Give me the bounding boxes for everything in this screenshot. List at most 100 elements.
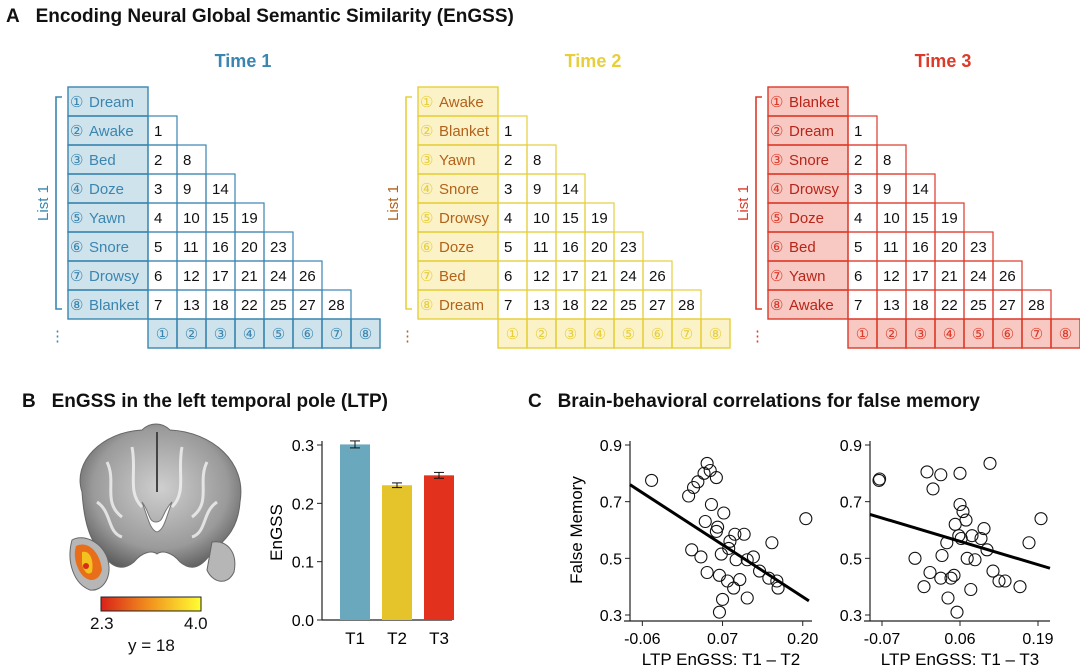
data-point [950, 605, 964, 619]
matrix-value: 6 [854, 268, 862, 285]
index-label: ① [506, 326, 519, 343]
y-tick-label: 0.0 [292, 613, 314, 630]
matrix-value: 10 [533, 210, 550, 227]
data-point [645, 473, 659, 487]
bar-t1 [340, 444, 370, 620]
y-axis-label: EnGSS [267, 504, 286, 561]
word-index: ③ [70, 152, 83, 169]
data-point [992, 574, 1006, 588]
matrix-value: 7 [504, 297, 512, 314]
panel-b-title: EnGSS in the left temporal pole (LTP) [51, 391, 388, 412]
word-index: ④ [70, 181, 83, 198]
matrix-cell [876, 173, 907, 204]
regression-line [869, 512, 1051, 570]
matrix-value: 16 [562, 239, 579, 256]
panel-b-heading: B EnGSS in the left temporal pole (LTP) [22, 391, 388, 413]
data-point [737, 527, 751, 541]
matrix-title: Time 3 [915, 51, 972, 71]
data-point [977, 522, 991, 536]
matrix-value: 4 [504, 210, 512, 227]
matrix-value: 25 [620, 297, 637, 314]
word-index: ① [70, 94, 83, 111]
matrix-cell [147, 231, 178, 262]
index-label: ⑥ [651, 326, 664, 343]
x-tick-label: -0.06 [624, 631, 661, 648]
word-index: ① [770, 94, 783, 111]
matrix-value: 20 [941, 239, 958, 256]
index-cell [700, 318, 731, 349]
data-point [709, 524, 723, 538]
y-tick-label: 0.7 [600, 495, 622, 512]
word-label: Blanket [89, 297, 140, 314]
word-label: Yawn [439, 152, 475, 169]
index-label: ① [856, 326, 869, 343]
data-point [974, 531, 988, 546]
matrix-value: 20 [241, 239, 258, 256]
index-label: ⑧ [359, 326, 372, 343]
word-index: ② [770, 123, 783, 140]
x-tick-label: T2 [387, 629, 407, 648]
matrix-value: 22 [241, 297, 258, 314]
panel-c-title: Brain-behavioral correlations for false … [557, 391, 980, 412]
matrix-cell [847, 289, 878, 320]
word-index: ⑦ [770, 268, 783, 285]
index-cell [1050, 318, 1080, 349]
data-point [746, 550, 760, 564]
y-tick-label: 0.5 [600, 551, 622, 568]
matrix-cell [147, 115, 178, 146]
word-index: ④ [420, 181, 433, 198]
matrix-value: 14 [912, 181, 929, 198]
x-axis-label: LTP EnGSS: T1 – T3 [881, 650, 1039, 669]
slice-label: y = 18 [128, 636, 175, 655]
matrix-cell [147, 173, 178, 204]
word-index: ⑧ [770, 297, 783, 314]
matrix-cell [847, 115, 878, 146]
word-index: ⑥ [770, 239, 783, 256]
list-label: List 1 [735, 185, 752, 221]
matrix-value: 22 [591, 297, 608, 314]
matrix-value: 17 [912, 268, 929, 285]
matrix-value: 25 [970, 297, 987, 314]
x-tick-label: T1 [345, 629, 365, 648]
matrix-cell [847, 173, 878, 204]
index-label: ⑥ [301, 326, 314, 343]
list-bracket [55, 96, 62, 310]
index-label: ⑦ [1030, 326, 1043, 343]
list-bracket [405, 96, 412, 310]
matrix-value: 10 [883, 210, 900, 227]
matrix-value: 19 [591, 210, 608, 227]
data-point [728, 527, 742, 541]
word-index: ⑤ [770, 210, 783, 227]
matrix-value: 23 [620, 239, 637, 256]
x-tick-label: 0.19 [1022, 631, 1053, 648]
word-label: Snore [789, 152, 829, 169]
index-cell [350, 318, 381, 349]
word-index: ① [420, 94, 433, 111]
matrix-value: 1 [154, 123, 162, 140]
matrix-value: 27 [299, 297, 316, 314]
matrix-value: 16 [212, 239, 229, 256]
matrix-value: 13 [883, 297, 900, 314]
data-point [923, 565, 937, 580]
matrix-value: 26 [649, 268, 666, 285]
matrix-value: 9 [183, 181, 191, 198]
data-point [986, 564, 1000, 578]
word-label: Yawn [89, 210, 125, 227]
scatter-t1-t2: 0.3 0.5 0.7 0.9 -0.06 0.07 0.20 False Memory LTP… [567, 438, 818, 669]
word-index: ⑥ [70, 239, 83, 256]
matrix-value: 8 [883, 152, 891, 169]
matrix-value: 9 [533, 181, 541, 198]
data-point [968, 553, 982, 567]
word-label: Drowsy [789, 181, 840, 198]
matrix-value: 28 [1028, 297, 1045, 314]
word-index: ② [420, 123, 433, 140]
data-point [960, 551, 974, 565]
data-point [948, 517, 962, 531]
x-tick-label: 0.07 [707, 631, 738, 648]
data-point [717, 506, 731, 520]
data-point [953, 497, 967, 512]
matrix-value: 20 [591, 239, 608, 256]
more-lists-mark: ⋮ [750, 328, 765, 345]
list-label: List 1 [385, 185, 402, 221]
data-point [698, 514, 712, 529]
